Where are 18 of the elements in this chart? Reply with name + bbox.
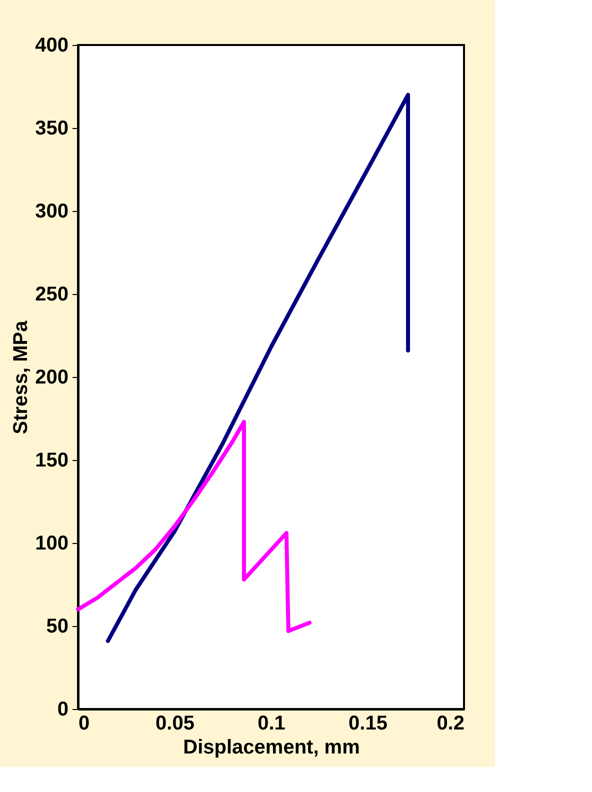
y-tick-label: 250	[35, 284, 68, 306]
y-tick-label: 400	[35, 34, 68, 56]
x-axis-title: Displacement, mm	[183, 736, 360, 758]
y-tick-label: 350	[35, 118, 68, 140]
y-tick-label: 200	[35, 366, 68, 388]
y-tick-label: 150	[35, 450, 68, 472]
y-axis-title: Stress, MPa	[10, 320, 32, 434]
x-tick-label: 0.2	[436, 712, 464, 734]
x-tick-label: 0.15	[348, 712, 388, 734]
line-series	[106, 92, 410, 643]
y-tick-label: 0	[57, 698, 68, 720]
y-tick-label: 50	[46, 616, 68, 638]
x-tick-label: 0.05	[156, 712, 194, 734]
x-tick-label: 0.1	[258, 712, 286, 734]
y-tick-label: 100	[35, 532, 68, 554]
x-tick-label: 0	[78, 712, 90, 734]
line-series	[76, 420, 312, 633]
y-tick-label: 300	[35, 200, 68, 222]
